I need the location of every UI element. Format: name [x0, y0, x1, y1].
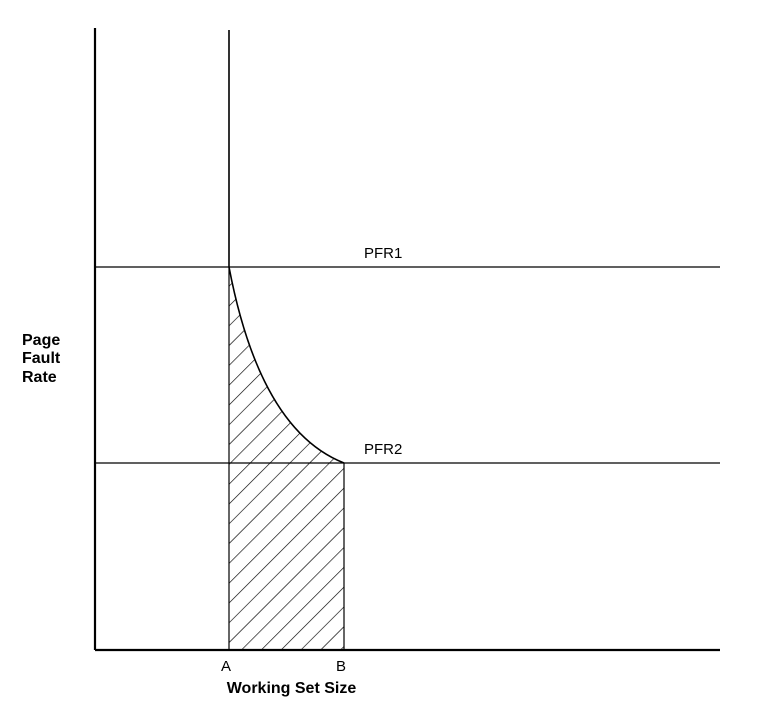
- hatched-region: [229, 267, 344, 650]
- y-axis-label: PageFaultRate: [22, 332, 60, 387]
- x-tick-b: B: [336, 658, 346, 675]
- pfr2-label: PFR2: [364, 441, 402, 458]
- chart-svg: [0, 0, 780, 722]
- x-axis-label: Working Set Size: [212, 680, 372, 698]
- pfr1-label: PFR1: [364, 245, 402, 262]
- x-tick-a: A: [221, 658, 231, 675]
- chart-container: PageFaultRate PFR1 PFR2 A B Working Set …: [0, 0, 780, 722]
